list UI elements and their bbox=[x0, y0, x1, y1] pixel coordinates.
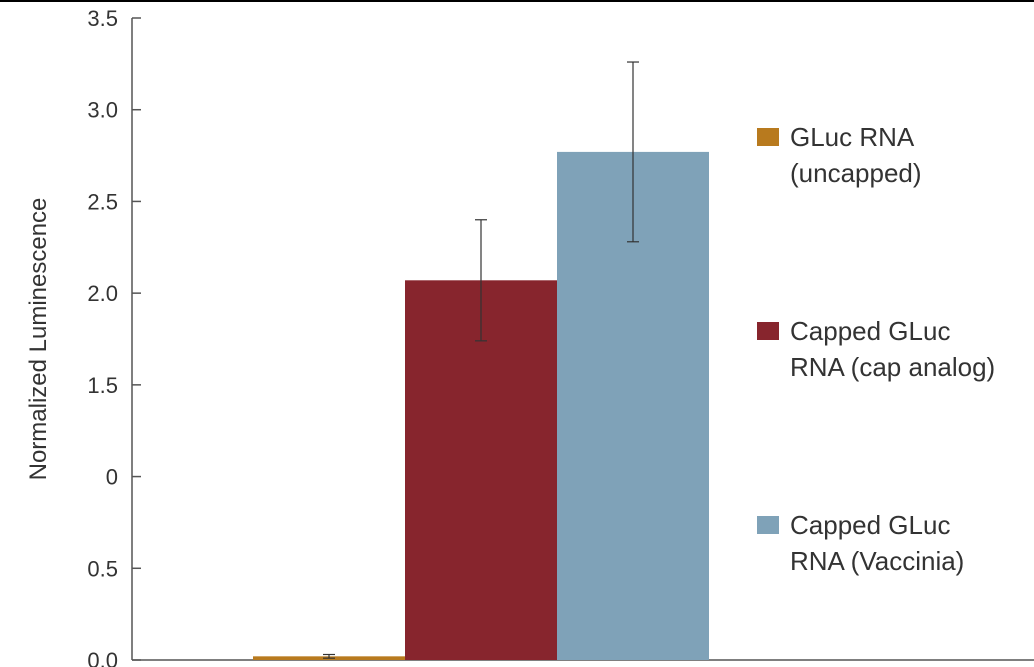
y-tick-label: 0.5 bbox=[87, 556, 118, 581]
y-tick-label: 3.0 bbox=[87, 98, 118, 123]
y-tick-label: 0.0 bbox=[87, 648, 118, 667]
legend-label: RNA (cap analog) bbox=[790, 352, 995, 382]
legend-label: Capped GLuc bbox=[790, 510, 950, 540]
legend-label: GLuc RNA bbox=[790, 122, 915, 152]
bar bbox=[405, 280, 557, 660]
y-axis-title: Normalized Luminescence bbox=[25, 198, 52, 481]
legend-swatch bbox=[757, 516, 779, 534]
plot-area: 0.0 0.5 0 1.5 2.0 2.5 3.0 3.5 bbox=[87, 6, 1034, 667]
y-tick-label: 2.5 bbox=[87, 189, 118, 214]
legend-swatch bbox=[757, 322, 779, 340]
y-tick-label: 0 bbox=[106, 465, 118, 490]
legend-swatch bbox=[757, 128, 779, 146]
legend-label: RNA (Vaccinia) bbox=[790, 546, 964, 576]
legend-label: Capped GLuc bbox=[790, 316, 950, 346]
legend-label: (uncapped) bbox=[790, 158, 922, 188]
y-tick-label: 2.0 bbox=[87, 281, 118, 306]
y-tick-label: 3.5 bbox=[87, 6, 118, 31]
y-tick-label: 1.5 bbox=[87, 373, 118, 398]
legend: GLuc RNA (uncapped) Capped GLuc RNA (cap an… bbox=[757, 122, 995, 576]
